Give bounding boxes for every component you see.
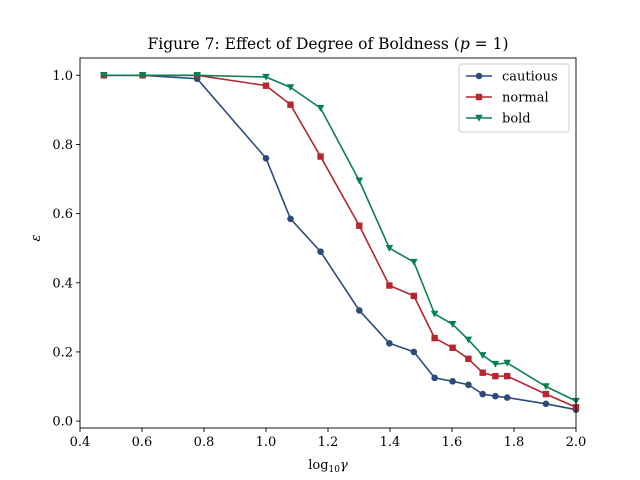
x-tick-label: 1.2	[318, 435, 339, 450]
series-bold	[100, 72, 580, 405]
x-axis-label: log10γ	[308, 458, 348, 475]
x-tick-label: 1.4	[380, 435, 401, 450]
data-point-bold	[193, 72, 201, 79]
x-tick-label: 1.0	[256, 435, 277, 450]
data-point-bold	[448, 321, 457, 328]
legend-marker	[475, 72, 483, 80]
data-point-cautious	[431, 374, 438, 382]
data-point-normal	[410, 292, 418, 300]
data-point-normal	[262, 82, 270, 89]
y-tick-label: 0.6	[52, 207, 73, 222]
data-point-normal	[386, 282, 393, 289]
data-point-cautious	[386, 339, 393, 347]
data-point-bold	[491, 360, 500, 368]
x-tick-label: 1.8	[504, 435, 525, 450]
legend-marker	[475, 114, 483, 122]
data-point-cautious	[317, 248, 324, 255]
data-point-cautious	[356, 307, 363, 314]
x-tick-label: 0.8	[194, 435, 215, 450]
data-point-normal	[465, 355, 472, 363]
data-point-normal	[356, 222, 363, 229]
data-point-normal	[542, 390, 550, 398]
x-tick-label: 2.0	[566, 435, 587, 450]
data-point-cautious	[542, 400, 550, 408]
y-tick-label: 0.0	[52, 415, 73, 430]
axes: 0.4 0.6 0.8 1.0 1.2 1.4 1.6 1.8 2.0 0.0 0.2 0.4 0.6 0…	[52, 57, 587, 450]
data-point-cautious	[449, 378, 456, 385]
legend-label: cautious	[502, 70, 558, 85]
plot-area	[100, 71, 580, 413]
data-point-normal	[317, 153, 324, 160]
legend-item-normal: normal	[466, 91, 549, 106]
x-tick-label: 1.6	[442, 435, 463, 450]
data-point-bold	[542, 383, 550, 391]
y-axis-label: ε	[29, 234, 44, 241]
y-tick-label: 0.4	[52, 276, 73, 291]
legend: cautious normal bold	[458, 63, 570, 133]
data-point-cautious	[287, 215, 294, 223]
x-tick-label: 0.4	[70, 435, 91, 450]
data-point-bold	[138, 72, 147, 79]
data-point-bold	[355, 177, 364, 185]
data-point-bold	[100, 72, 108, 79]
y-tick-label: 1.0	[52, 69, 73, 84]
data-point-bold	[410, 258, 418, 266]
data-point-cautious	[410, 348, 418, 356]
data-point-bold	[316, 104, 325, 112]
y-tick-label: 0.2	[52, 345, 73, 360]
data-point-bold	[503, 359, 511, 367]
legend-label: bold	[502, 112, 531, 127]
x-tick-label: 0.6	[132, 435, 153, 450]
data-point-cautious	[465, 381, 472, 389]
data-point-cautious	[503, 394, 511, 401]
data-point-bold	[430, 310, 439, 318]
data-point-normal	[492, 372, 499, 380]
data-point-bold	[385, 244, 394, 252]
data-point-normal	[287, 101, 294, 108]
data-point-cautious	[492, 392, 499, 400]
data-point-bold	[286, 84, 295, 91]
data-point-bold	[262, 73, 270, 81]
data-point-cautious	[262, 154, 270, 162]
data-point-normal	[503, 372, 511, 380]
data-point-normal	[449, 344, 456, 351]
legend-marker	[475, 93, 483, 101]
legend-box	[458, 63, 570, 133]
legend-label: normal	[502, 91, 549, 106]
data-point-bold	[464, 336, 473, 344]
data-point-cautious	[479, 390, 486, 398]
data-point-normal	[431, 334, 438, 342]
legend-item-cautious: cautious	[466, 70, 558, 85]
y-tick-label: 0.8	[52, 138, 73, 153]
chart-title: Figure 7: Effect of Degree of Boldness (…	[148, 35, 509, 53]
legend-item-bold: bold	[466, 112, 531, 127]
data-point-bold	[478, 352, 487, 359]
data-point-normal	[479, 369, 486, 376]
